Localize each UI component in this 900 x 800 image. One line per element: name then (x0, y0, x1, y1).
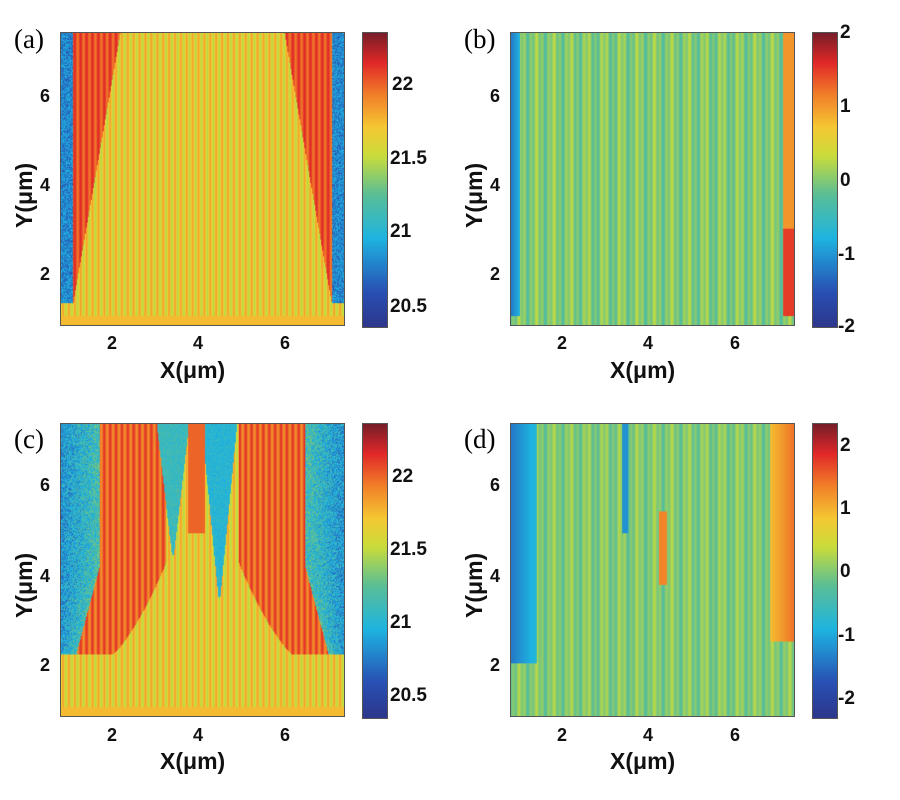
colorbar-tick-label: 22 (392, 466, 414, 487)
heatmap-plot (60, 32, 345, 326)
x-axis-label: X(μm) (610, 748, 676, 774)
colorbar-tick-label: 21.5 (390, 539, 427, 560)
panel-a: (a) 6 4 2 2 4 6 X(μm) Y(μm) 22 21.5 21 2… (0, 0, 450, 400)
panel-label: (a) (14, 24, 44, 54)
x-tick-label: 2 (106, 725, 118, 745)
y-tick-label: 6 (39, 86, 50, 106)
colorbar-tick-label: 2 (840, 22, 851, 43)
x-tick-label: 6 (279, 333, 291, 353)
colorbar-tick-label: 0 (840, 561, 851, 582)
colorbar-tick-label: 21 (390, 221, 412, 242)
y-tick-label: 2 (489, 655, 500, 675)
colorbar-tick-label: 20.5 (390, 296, 427, 317)
colorbar-canvas (363, 33, 387, 327)
y-axis-label: Y(μm) (11, 552, 37, 618)
panel-label: (d) (464, 424, 496, 454)
colorbar-tick-label: -1 (838, 244, 855, 265)
colorbar (362, 32, 388, 328)
panel-b: (b) 6 4 2 2 4 6 X(μm) Y(μm) 2 1 0 -1 -2 (450, 0, 900, 400)
x-tick-label: 4 (192, 333, 204, 353)
colorbar-canvas (813, 424, 837, 718)
y-axis-label: Y(μm) (461, 552, 487, 618)
colorbar-canvas (363, 424, 387, 718)
x-tick-label: 6 (279, 725, 291, 745)
heatmap-plot (510, 423, 795, 717)
colorbar-tick-label: 2 (840, 435, 851, 456)
x-tick-label: 6 (729, 333, 741, 353)
x-tick-label: 6 (729, 725, 741, 745)
colorbar-tick-label: 22 (392, 74, 414, 95)
y-tick-label: 2 (489, 264, 500, 284)
x-axis-label: X(μm) (160, 748, 226, 774)
colorbar-tick-label: 21.5 (390, 148, 427, 169)
colorbar-tick-label: -2 (838, 316, 855, 337)
heatmap-canvas (511, 424, 794, 716)
x-tick-label: 4 (642, 725, 654, 745)
colorbar (362, 423, 388, 719)
colorbar-canvas (813, 33, 837, 327)
y-tick-label: 6 (39, 475, 50, 495)
heatmap-plot (60, 423, 345, 717)
x-axis-label: X(μm) (160, 357, 226, 383)
x-tick-label: 2 (556, 333, 568, 353)
x-tick-label: 4 (192, 725, 204, 745)
x-tick-label: 2 (556, 725, 568, 745)
colorbar-tick-label: -2 (838, 688, 855, 709)
colorbar-tick-label: 20.5 (390, 685, 427, 706)
panel-d: (d) 6 4 2 2 4 6 X(μm) Y(μm) 2 1 0 -1 -2 (450, 400, 900, 800)
colorbar-tick-label: 0 (840, 170, 851, 191)
colorbar (812, 423, 838, 719)
panel-c: (c) 6 4 2 2 4 6 X(μm) Y(μm) 22 21.5 21 2… (0, 400, 450, 800)
y-tick-label: 4 (39, 175, 50, 195)
y-tick-label: 2 (39, 264, 50, 284)
colorbar-tick-label: 1 (840, 96, 851, 117)
y-tick-label: 6 (489, 86, 500, 106)
x-axis-label: X(μm) (610, 357, 676, 383)
y-tick-label: 2 (39, 655, 50, 675)
colorbar-tick-label: 21 (390, 612, 412, 633)
colorbar-tick-label: 1 (840, 498, 851, 519)
heatmap-canvas (61, 33, 344, 325)
heatmap-canvas (61, 424, 344, 716)
y-axis-label: Y(μm) (11, 162, 37, 228)
x-tick-label: 4 (642, 333, 654, 353)
heatmap-plot (510, 32, 795, 326)
y-tick-label: 4 (489, 175, 500, 195)
panel-label: (c) (14, 424, 44, 454)
y-tick-label: 4 (489, 566, 500, 586)
panel-label: (b) (464, 24, 496, 54)
heatmap-canvas (511, 33, 794, 325)
y-axis-label: Y(μm) (461, 162, 487, 228)
y-tick-label: 6 (489, 475, 500, 495)
colorbar (812, 32, 838, 328)
y-tick-label: 4 (39, 566, 50, 586)
colorbar-tick-label: -1 (838, 625, 855, 646)
x-tick-label: 2 (106, 333, 118, 353)
